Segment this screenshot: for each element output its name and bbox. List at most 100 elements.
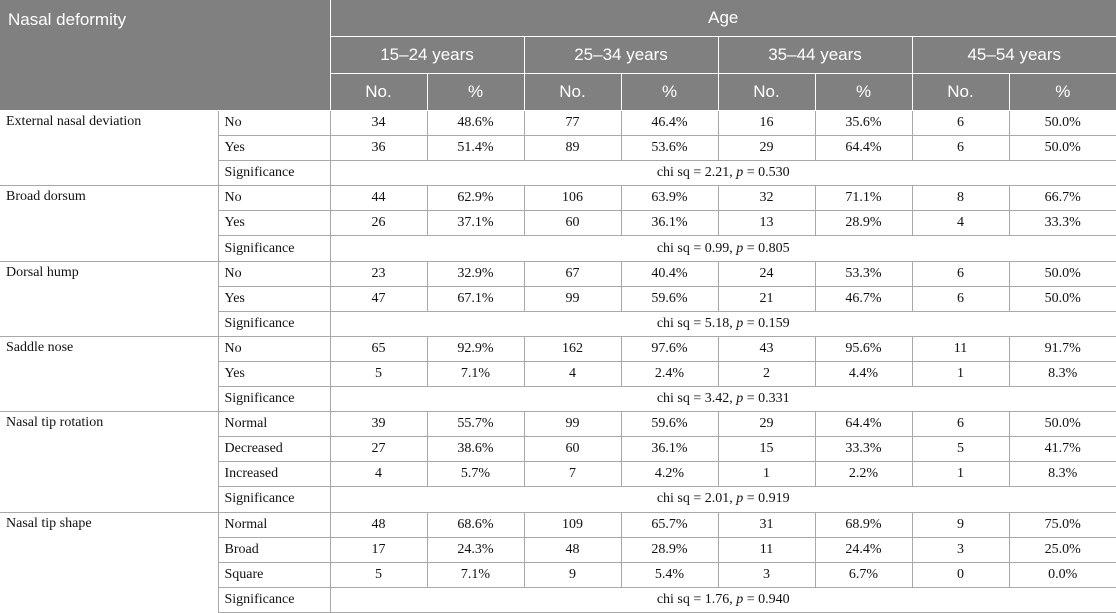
count-cell: 5 [911, 436, 1010, 462]
p-symbol: p [736, 240, 744, 256]
deformity-group-label: External nasal deviation [0, 109, 218, 186]
chi-square-result: chi sq = 2.01, p = 0.919 [329, 486, 1116, 512]
p-value: = 0.331 [743, 391, 790, 407]
percent-column-header: % [620, 73, 719, 111]
chi-square-value: chi sq = 1.76, [656, 591, 737, 607]
chi-square-value: chi sq = 3.42, [656, 391, 737, 407]
category-label: Decreased [217, 436, 331, 462]
percent-cell: 50.0% [1008, 260, 1116, 287]
count-cell: 65 [329, 335, 428, 362]
count-cell: 99 [523, 285, 622, 312]
percent-cell: 50.0% [1008, 109, 1116, 136]
category-label: Yes [217, 360, 331, 387]
category-label: Yes [217, 135, 331, 161]
count-cell: 6 [911, 135, 1010, 161]
percent-cell: 50.0% [1008, 135, 1116, 161]
percent-cell: 65.7% [620, 511, 719, 538]
percent-cell: 25.0% [1008, 536, 1116, 563]
count-cell: 4 [523, 360, 622, 387]
count-cell: 2 [717, 360, 816, 387]
category-label: Normal [217, 411, 331, 437]
significance-label: Significance [217, 235, 331, 262]
count-cell: 1 [717, 461, 816, 487]
count-cell: 9 [911, 511, 1010, 538]
percent-column-header: % [426, 73, 525, 111]
percent-cell: 55.7% [426, 411, 525, 437]
age-group-header: 15–24 years [329, 36, 525, 74]
count-cell: 99 [523, 411, 622, 437]
table-row: Increased 4 5.7% 7 4.2% 1 2.2% 1 8.3% [0, 461, 1116, 487]
category-label: Yes [217, 285, 331, 312]
percent-cell: 37.1% [426, 210, 525, 236]
category-label: Broad [217, 536, 331, 563]
percent-cell: 5.4% [620, 561, 719, 588]
deformity-group-label: Nasal tip shape [0, 511, 218, 613]
count-cell: 43 [717, 335, 816, 362]
percent-cell: 32.9% [426, 260, 525, 287]
percent-cell: 24.3% [426, 536, 525, 563]
count-cell: 1 [911, 461, 1010, 487]
count-cell: 11 [911, 335, 1010, 362]
count-cell: 7 [523, 461, 622, 487]
count-cell: 48 [523, 536, 622, 563]
table-row: Broad dorsum No 44 62.9% 106 63.9% 32 71.1% 8 66.… [0, 185, 1116, 262]
percent-cell: 24.4% [814, 536, 913, 563]
table-row: Yes 47 67.1% 99 59.6% 21 46.7% 6 50.0% [0, 285, 1116, 312]
table-row: Decreased 27 38.6% 60 36.1% 15 33.3% 5 41.7% [0, 436, 1116, 462]
count-cell: 60 [523, 436, 622, 462]
count-cell: 34 [329, 109, 428, 136]
table-row: Yes 26 37.1% 60 36.1% 13 28.9% 4 33.3% [0, 210, 1116, 236]
percent-cell: 4.4% [814, 360, 913, 387]
category-label: Yes [217, 210, 331, 236]
percent-cell: 64.4% [814, 135, 913, 161]
p-symbol: p [736, 315, 744, 331]
table-row: Dorsal hump No 23 32.9% 67 40.4% 24 53.3% 6 50.0% [0, 260, 1116, 337]
p-value: = 0.159 [743, 315, 790, 331]
percent-cell: 33.3% [1008, 210, 1116, 236]
count-cell: 36 [329, 135, 428, 161]
percent-cell: 53.6% [620, 135, 719, 161]
percent-cell: 41.7% [1008, 436, 1116, 462]
count-cell: 67 [523, 260, 622, 287]
percent-cell: 97.6% [620, 335, 719, 362]
percent-cell: 36.1% [620, 210, 719, 236]
count-cell: 1 [911, 360, 1010, 387]
chi-square-result: chi sq = 3.42, p = 0.331 [329, 386, 1116, 412]
category-label: Normal [217, 511, 331, 538]
p-symbol: p [736, 591, 744, 607]
percent-cell: 75.0% [1008, 511, 1116, 538]
percent-cell: 68.9% [814, 511, 913, 538]
category-label: Increased [217, 461, 331, 487]
significance-row: Significance chi sq = 3.42, p = 0.331 [0, 386, 1116, 412]
count-cell: 4 [329, 461, 428, 487]
percent-cell: 50.0% [1008, 285, 1116, 312]
percent-cell: 36.1% [620, 436, 719, 462]
count-column-header: No. [523, 73, 622, 111]
count-column-header: No. [717, 73, 816, 111]
count-cell: 11 [717, 536, 816, 563]
count-cell: 9 [523, 561, 622, 588]
count-column-header: No. [911, 73, 1010, 111]
percent-cell: 28.9% [620, 536, 719, 563]
count-cell: 3 [911, 536, 1010, 563]
significance-row: Significance chi sq = 2.01, p = 0.919 [0, 486, 1116, 512]
p-value: = 0.805 [743, 240, 790, 256]
p-symbol: p [736, 491, 744, 507]
count-cell: 162 [523, 335, 622, 362]
table-row: Yes 36 51.4% 89 53.6% 29 64.4% 6 50.0% [0, 135, 1116, 161]
deformity-group-label: Saddle nose [0, 335, 218, 412]
percent-cell: 92.9% [426, 335, 525, 362]
count-cell: 26 [329, 210, 428, 236]
percent-cell: 48.6% [426, 109, 525, 136]
age-group-header: 25–34 years [523, 36, 719, 74]
percent-cell: 46.7% [814, 285, 913, 312]
percent-cell: 53.3% [814, 260, 913, 287]
percent-cell: 8.3% [1008, 461, 1116, 487]
percent-cell: 35.6% [814, 109, 913, 136]
category-label: Square [217, 561, 331, 588]
count-cell: 24 [717, 260, 816, 287]
count-cell: 5 [329, 561, 428, 588]
percent-column-header: % [814, 73, 913, 111]
percent-cell: 33.3% [814, 436, 913, 462]
